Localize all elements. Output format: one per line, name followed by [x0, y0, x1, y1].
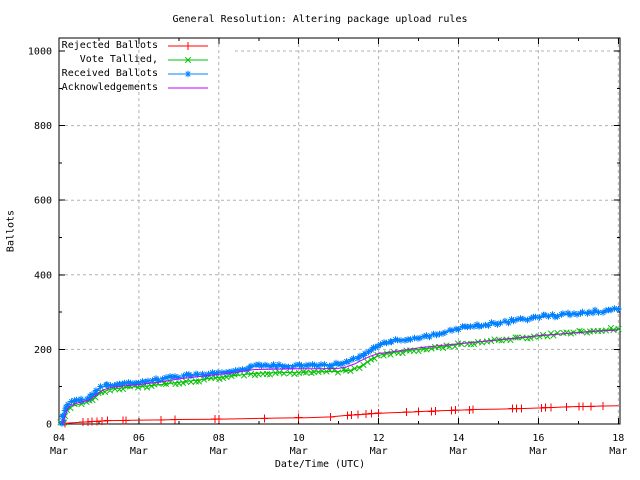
legend-label-received-ballots: Received Ballots: [61, 68, 158, 79]
svg-text:Mar: Mar: [130, 446, 148, 457]
svg-text:08: 08: [213, 433, 225, 444]
series-vote-tallied-line: [61, 328, 619, 425]
series-acknowledgements: [61, 329, 619, 425]
legend-sample-received-ballots: [168, 70, 208, 78]
svg-text:14: 14: [452, 433, 464, 444]
y-axis-title: Ballots: [5, 209, 17, 253]
chart-title: General Resolution: Altering package upl…: [172, 14, 468, 25]
svg-text:600: 600: [34, 196, 52, 207]
grid: [59, 38, 620, 424]
svg-text:Mar: Mar: [290, 446, 308, 457]
svg-text:06: 06: [133, 433, 145, 444]
svg-text:Mar: Mar: [370, 446, 388, 457]
legend-label-vote-tallied: Vote Tallied,: [79, 54, 158, 65]
series-received-ballots-line: [60, 308, 619, 425]
legend-sample-rejected-ballots: [168, 42, 208, 50]
tick-labels: 0 200 400 600 800 1000 04 Mar 06 Mar 08 Mar 10 Mar 12 M…: [28, 47, 627, 458]
svg-text:04: 04: [53, 433, 65, 444]
svg-text:0: 0: [46, 420, 52, 431]
svg-text:Mar: Mar: [210, 446, 228, 457]
svg-text:18: 18: [612, 433, 624, 444]
svg-text:200: 200: [34, 345, 52, 356]
series-rejected-ballots-line: [62, 405, 619, 425]
svg-text:12: 12: [373, 433, 385, 444]
svg-text:400: 400: [34, 270, 52, 281]
svg-text:1000: 1000: [28, 47, 52, 58]
svg-text:800: 800: [34, 121, 52, 132]
svg-text:Mar: Mar: [609, 446, 627, 457]
svg-text:16: 16: [532, 433, 544, 444]
x-axis-title: Date/Time (UTC): [274, 459, 366, 470]
series-vote-tallied: [57, 324, 622, 426]
series-rejected-ballots: [61, 402, 619, 428]
svg-text:10: 10: [293, 433, 305, 444]
series-received-ballots: [58, 305, 622, 427]
legend-label-acknowledgements: Acknowledgements: [61, 82, 158, 93]
svg-text:Mar: Mar: [50, 446, 68, 457]
series-vote-tallied-markers: [57, 324, 622, 426]
legend-label-rejected-ballots: Rejected Ballots: [61, 40, 158, 51]
svg-text:Mar: Mar: [529, 446, 547, 457]
series-acknowledgements-line: [61, 329, 619, 425]
legend-sample-vote-tallied: [168, 56, 208, 64]
svg-text:Mar: Mar: [449, 446, 467, 457]
